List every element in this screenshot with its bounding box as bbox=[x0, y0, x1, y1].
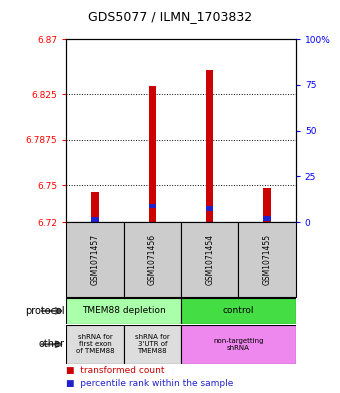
Bar bbox=[206, 70, 214, 222]
Text: non-targetting
shRNA: non-targetting shRNA bbox=[213, 338, 264, 351]
Text: ■  percentile rank within the sample: ■ percentile rank within the sample bbox=[66, 379, 234, 388]
Bar bbox=[181, 298, 296, 324]
Bar bbox=[149, 86, 156, 222]
Bar bbox=[149, 204, 156, 209]
Text: protocol: protocol bbox=[25, 306, 65, 316]
Text: TMEM88 depletion: TMEM88 depletion bbox=[82, 307, 166, 315]
Bar bbox=[66, 222, 124, 297]
Text: GSM1071457: GSM1071457 bbox=[90, 234, 100, 285]
Text: ■  transformed count: ■ transformed count bbox=[66, 366, 165, 375]
Bar bbox=[66, 298, 181, 324]
Bar bbox=[91, 191, 99, 222]
Text: shRNA for
3'UTR of
TMEM88: shRNA for 3'UTR of TMEM88 bbox=[135, 334, 170, 354]
Text: shRNA for
first exon
of TMEM88: shRNA for first exon of TMEM88 bbox=[76, 334, 114, 354]
Text: GSM1071456: GSM1071456 bbox=[148, 234, 157, 285]
Text: GSM1071454: GSM1071454 bbox=[205, 234, 214, 285]
Bar bbox=[264, 188, 271, 222]
Bar bbox=[181, 325, 296, 364]
Text: GDS5077 / ILMN_1703832: GDS5077 / ILMN_1703832 bbox=[88, 10, 252, 23]
Bar bbox=[124, 325, 181, 364]
Bar bbox=[238, 222, 296, 297]
Bar bbox=[264, 216, 271, 221]
Text: control: control bbox=[223, 307, 254, 315]
Bar bbox=[66, 325, 124, 364]
Text: GSM1071455: GSM1071455 bbox=[262, 234, 272, 285]
Text: other: other bbox=[39, 339, 65, 349]
Bar bbox=[181, 222, 238, 297]
Bar bbox=[124, 222, 181, 297]
Bar bbox=[206, 206, 214, 211]
Bar bbox=[91, 217, 99, 222]
